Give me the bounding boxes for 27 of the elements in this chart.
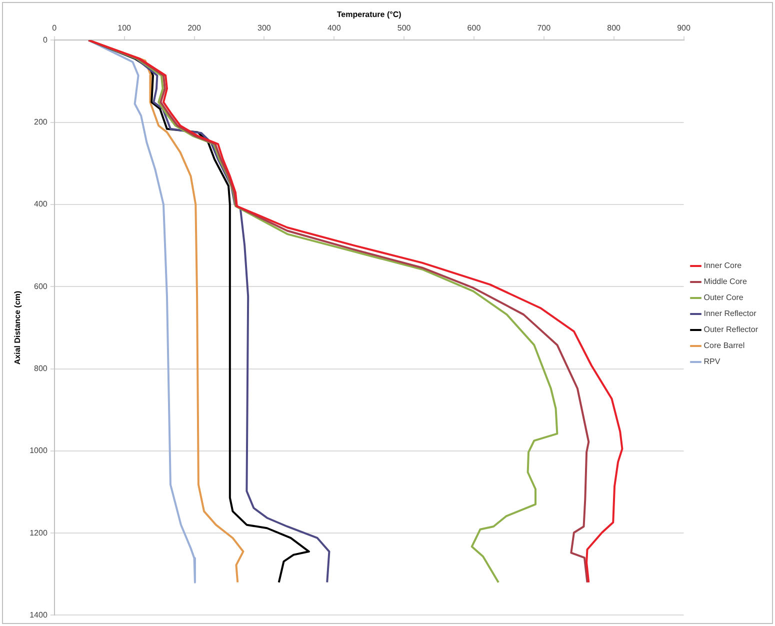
x-axis-title: Temperature (°C) [336,10,402,20]
legend-label: Inner Core [704,261,742,270]
y-tick-label: 1200 [30,528,48,538]
legend-label: Core Barrel [704,341,745,350]
x-tick-label: 900 [677,24,691,33]
x-tick-label: 400 [327,24,342,33]
x-tick-label: 500 [397,24,412,33]
x-tick-label: 800 [607,24,622,33]
x-tick-label: 300 [258,24,272,33]
x-tick-label: 200 [188,24,202,33]
x-tick-label: 600 [467,24,482,33]
x-tick-label: 0 [52,24,58,33]
legend-label: Middle Core [704,277,748,286]
y-tick-label: 400 [34,200,48,209]
y-tick-label: 1400 [30,610,48,620]
x-tick-label: 700 [537,24,552,33]
legend-label: Outer Reflector [704,325,758,334]
y-tick-label: 1000 [30,446,48,456]
x-tick-label: 100 [118,24,132,33]
y-tick-label: 200 [34,118,48,127]
y-tick-label: 0 [42,35,48,44]
y-tick-label: 800 [34,364,48,373]
legend-label: RPV [704,357,721,366]
y-axis-title: Axial Distance (cm) [13,290,22,365]
legend-label: Inner Reflector [704,309,757,318]
legend-label: Outer Core [704,293,744,302]
y-tick-label: 600 [34,282,48,291]
